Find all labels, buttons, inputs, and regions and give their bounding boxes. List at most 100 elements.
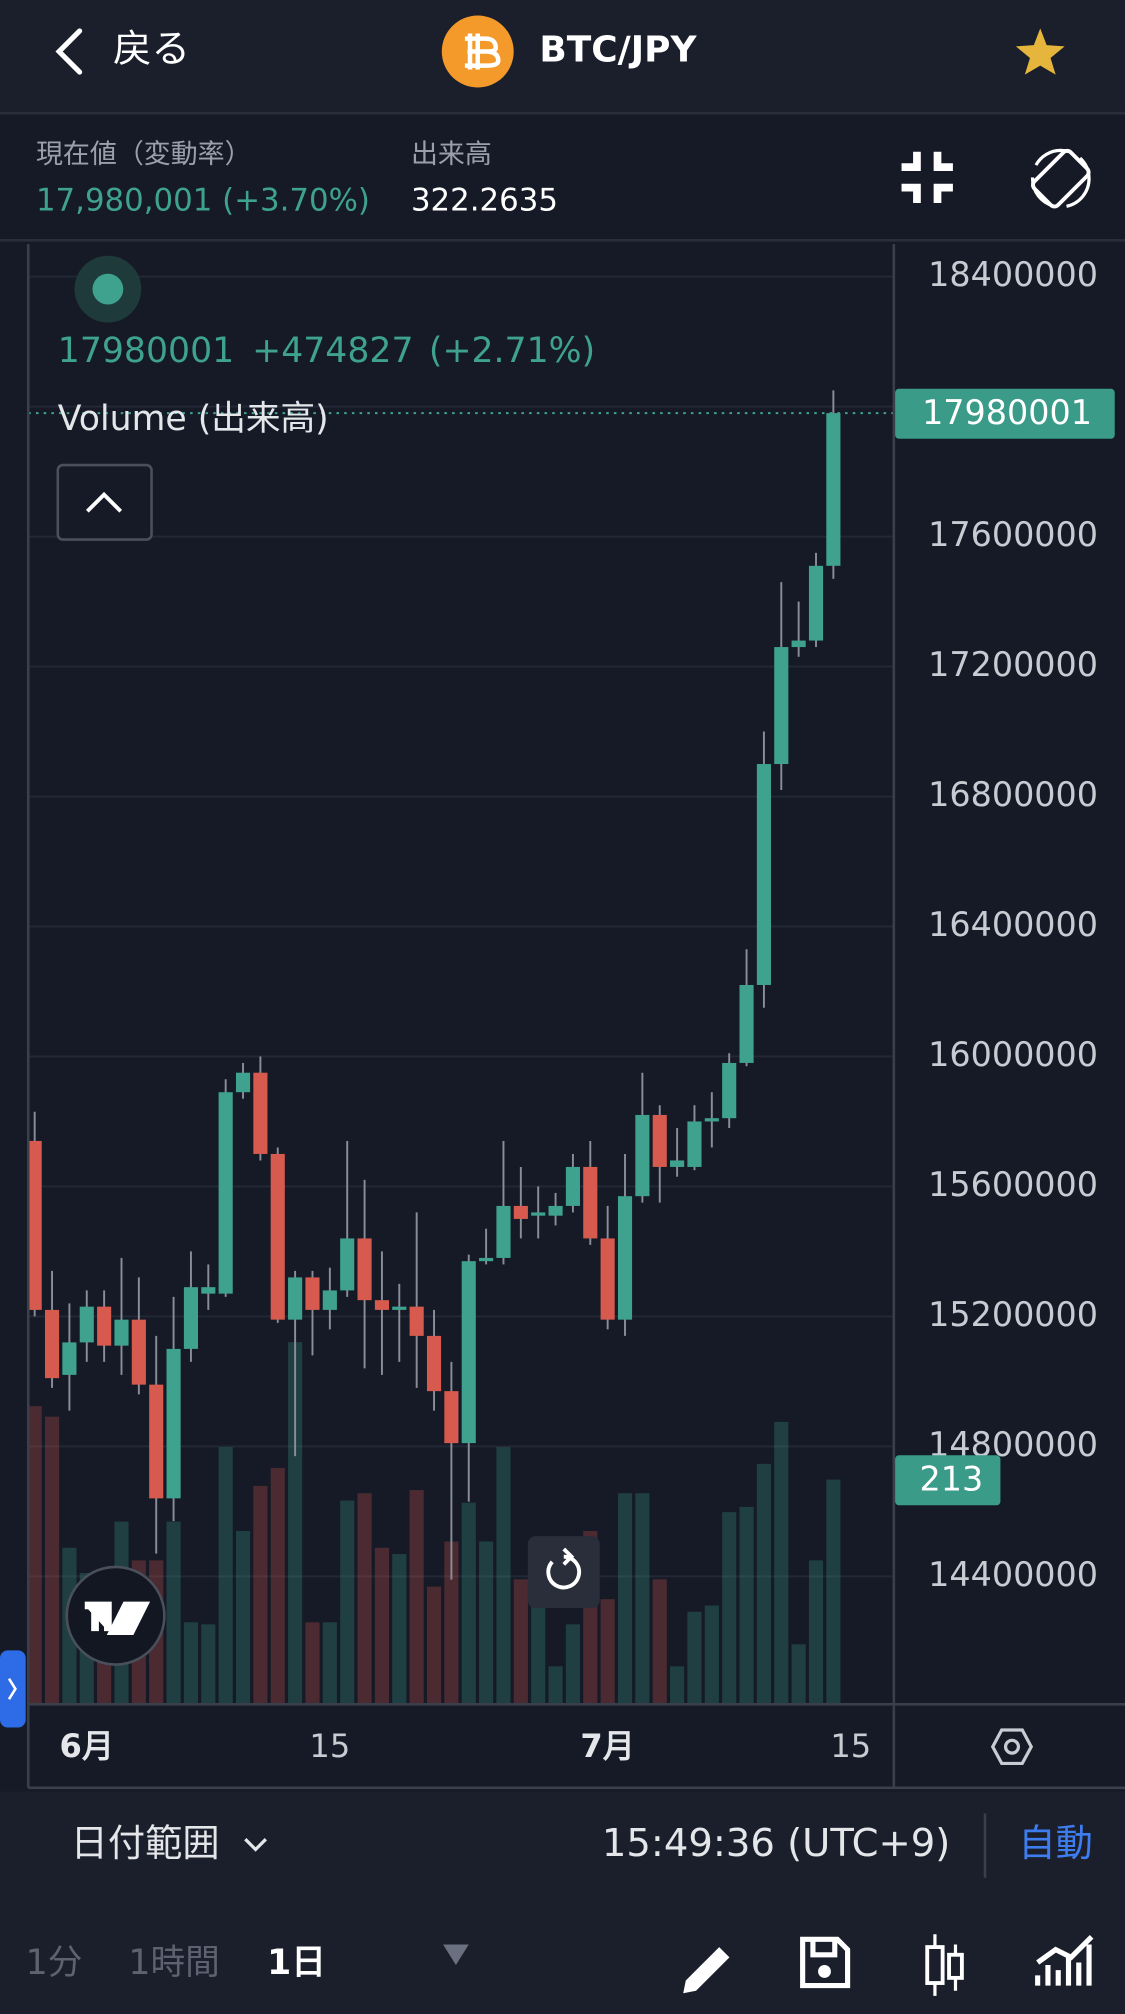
legend-close: 17980001 — [58, 331, 234, 371]
price-value: 17,980,001 (+3.70%) — [36, 182, 370, 218]
draw-tool[interactable] — [683, 1947, 730, 1994]
candle-body — [756, 764, 771, 985]
candle-body — [131, 1319, 146, 1385]
volume-bar — [513, 1579, 528, 1704]
candle-body — [44, 1309, 60, 1379]
chart-type-body[interactable] — [925, 1945, 945, 1985]
volume-bar — [270, 1468, 285, 1704]
rotate-arrows[interactable] — [1030, 148, 1091, 209]
volume-bar — [670, 1666, 685, 1704]
top-bar — [0, 0, 1125, 114]
candle-body — [270, 1153, 285, 1320]
save-icon-dot[interactable] — [818, 1965, 831, 1978]
candle-body — [548, 1205, 563, 1216]
date-range-caret[interactable] — [244, 1838, 267, 1852]
volume-bar — [704, 1605, 719, 1704]
interval[interactable]: 1時間 — [128, 1943, 219, 1983]
rotate-icon[interactable] — [1031, 148, 1091, 209]
save-icon[interactable] — [800, 1936, 851, 1989]
candle-body — [288, 1277, 303, 1320]
candle-body — [565, 1166, 580, 1206]
candle-body — [166, 1348, 181, 1499]
x-tick-label: 7月 — [580, 1727, 634, 1765]
candle-body — [253, 1072, 268, 1154]
y-tick-label: 17200000 — [928, 645, 1098, 684]
legend-change: +474827 — [252, 331, 413, 371]
volume-bar — [635, 1493, 650, 1704]
volume-bar — [739, 1506, 754, 1704]
favorite-star[interactable] — [1015, 28, 1065, 75]
collapse-icon[interactable] — [901, 151, 953, 204]
volume-bar — [565, 1624, 580, 1704]
back-label[interactable]: 戻る — [113, 27, 190, 72]
legend-dot — [92, 273, 124, 305]
volume-bar — [687, 1611, 702, 1704]
candle-body — [635, 1114, 650, 1197]
chevron-up[interactable] — [85, 491, 123, 513]
volume-bar — [340, 1500, 355, 1704]
settings-icon[interactable] — [990, 1728, 1034, 1766]
chart-type-body[interactable] — [947, 1952, 964, 1980]
volume-bar — [791, 1644, 806, 1704]
collapse-legend-button[interactable] — [56, 463, 153, 541]
candle-body — [201, 1287, 216, 1294]
indicators-icon[interactable] — [1035, 1934, 1094, 1986]
volume-value: 322.2635 — [411, 182, 558, 218]
volume-bar — [322, 1622, 337, 1704]
volume-bar — [44, 1416, 60, 1704]
back-icon[interactable] — [55, 28, 83, 75]
side-tab[interactable] — [0, 1650, 26, 1728]
last-price-tag — [895, 388, 1115, 439]
volume-bar — [600, 1599, 615, 1704]
volume-bar — [808, 1560, 824, 1704]
side-tab-arrow[interactable] — [7, 1677, 17, 1700]
interval-dropdown[interactable] — [443, 1944, 469, 1966]
volume-bar — [27, 1406, 42, 1704]
volume-bar — [305, 1622, 320, 1704]
candle-body — [97, 1306, 112, 1346]
auto-scale[interactable]: 自動 — [1018, 1821, 1092, 1865]
clock: 15:49:36 (UTC+9) — [602, 1821, 950, 1866]
volume-bar — [288, 1342, 303, 1704]
tv-logo-mark[interactable] — [84, 1601, 151, 1635]
reset-button[interactable] — [527, 1536, 600, 1609]
rotate-phone[interactable] — [1031, 148, 1091, 209]
reset-icon[interactable] — [546, 1547, 581, 1590]
volume-bar — [183, 1622, 199, 1704]
volume-bar — [461, 1502, 476, 1704]
date-range[interactable]: 日付範囲 — [71, 1821, 220, 1865]
volume-bar — [479, 1541, 494, 1704]
y-tick-label: 16000000 — [928, 1035, 1098, 1074]
volume-bar — [201, 1624, 216, 1704]
last-volume-label: 213 — [920, 1459, 984, 1498]
interval[interactable]: 1分 — [26, 1943, 83, 1983]
candle-body — [617, 1196, 633, 1320]
volume-bar — [218, 1447, 233, 1704]
plot — [27, 275, 894, 1704]
candle-body — [357, 1238, 372, 1301]
volume-bar — [253, 1485, 268, 1704]
y-tick-label: 15600000 — [928, 1165, 1098, 1204]
candle-body — [149, 1384, 164, 1499]
candle-body — [62, 1342, 77, 1375]
settings-icon-center[interactable] — [1003, 1738, 1021, 1755]
candle-body — [600, 1238, 615, 1320]
volume-bar — [826, 1479, 841, 1704]
x-tick-label: 6月 — [60, 1727, 114, 1765]
volume-bar — [409, 1490, 424, 1704]
candle-body — [218, 1092, 233, 1294]
pair: BTC/JPY — [539, 30, 697, 71]
candle-body — [704, 1118, 719, 1122]
interval-active[interactable]: 1日 — [267, 1943, 326, 1983]
volume-label: 出来高 — [411, 139, 492, 170]
candle-body — [322, 1290, 337, 1310]
candle-body — [27, 1140, 42, 1310]
y-tick-label: 15200000 — [928, 1295, 1098, 1334]
x-tick-label: 15 — [309, 1727, 350, 1765]
candle-body — [374, 1300, 389, 1310]
tv-logo[interactable] — [65, 1565, 166, 1666]
volume-bar — [444, 1541, 459, 1704]
candle-body — [392, 1306, 407, 1310]
